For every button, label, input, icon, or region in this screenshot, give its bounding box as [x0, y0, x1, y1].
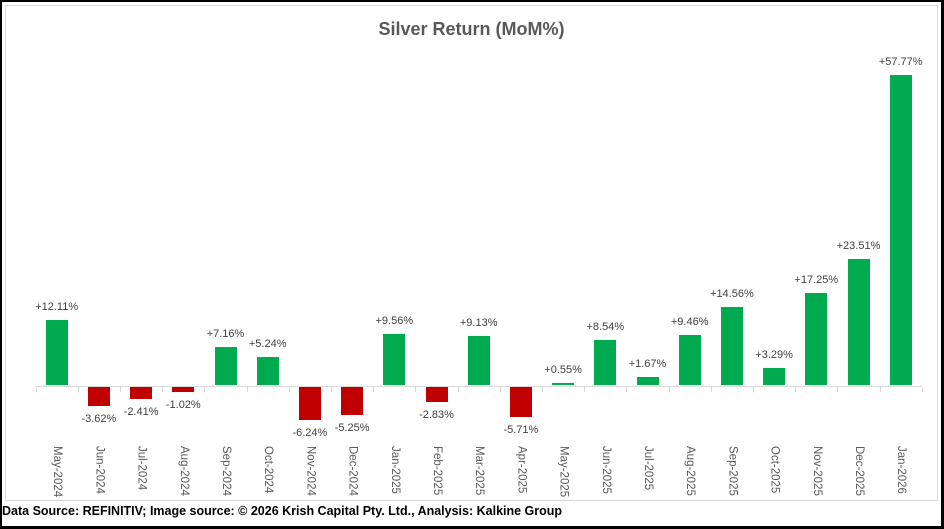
x-axis-tick	[415, 386, 417, 392]
x-axis-tick	[288, 386, 290, 392]
value-label-Nov-2025: +17.25%	[794, 273, 839, 286]
x-label-Jan-2026: Jan-2026	[895, 446, 908, 494]
x-label-Sep-2025: Sep-2025	[726, 446, 739, 496]
value-label-May-2024: +12.11%	[35, 301, 79, 314]
x-label-May-2024: May-2024	[51, 446, 64, 498]
x-label-Nov-2024: Nov-2024	[304, 446, 317, 496]
x-axis-tick	[120, 386, 121, 392]
x-axis-line	[35, 385, 922, 387]
x-label-Jul-2025: Jul-2025	[642, 446, 654, 491]
x-label-Oct-2025: Oct-2025	[768, 446, 781, 494]
chart-title: Silver Return (MoM%)	[378, 19, 565, 39]
value-label-Nov-2024: -6.24%	[292, 427, 328, 439]
value-label-Oct-2024: +5.24%	[248, 338, 287, 351]
value-label-Oct-2025: +3.29%	[755, 348, 793, 361]
x-label-May-2025: May-2025	[557, 446, 570, 498]
bar-May-2024	[45, 320, 68, 386]
x-axis-tick	[626, 386, 628, 392]
bar-Jul-2025	[636, 376, 659, 386]
bar-Nov-2024	[298, 386, 321, 420]
value-label-Aug-2025: +9.46%	[670, 315, 709, 328]
x-axis-tick	[331, 386, 332, 392]
bar-Mar-2025	[467, 336, 490, 386]
bar-Apr-2025	[509, 386, 532, 418]
footer-note: Data Source: REFINITIV; Image source: © …	[2, 504, 563, 518]
bar-Aug-2024	[172, 386, 195, 392]
bar-Jan-2026	[889, 75, 912, 386]
value-label-Jun-2025: +8.54%	[586, 320, 625, 333]
value-label-Apr-2025: -5.71%	[503, 424, 539, 437]
x-axis-tick	[795, 386, 797, 392]
value-label-Jan-2025: +9.56%	[375, 315, 414, 328]
bar-Jun-2024	[87, 386, 110, 406]
value-label-Feb-2025: -2.83%	[419, 408, 454, 421]
bar-Dec-2025	[847, 259, 870, 386]
x-label-Jun-2025: Jun-2025	[599, 446, 612, 494]
chart-frame	[5, 5, 938, 501]
x-label-Jan-2025: Jan-2025	[388, 446, 401, 494]
x-label-Sep-2024: Sep-2024	[220, 446, 232, 496]
x-label-Jul-2024: Jul-2024	[135, 446, 148, 491]
x-label-Apr-2025: Apr-2025	[515, 446, 528, 494]
value-label-Aug-2024: -1.02%	[165, 398, 201, 411]
value-label-Jul-2024: -2.41%	[123, 406, 159, 419]
x-axis-tick	[246, 386, 248, 392]
x-axis-tick	[499, 386, 501, 392]
bar-Jan-2025	[383, 334, 406, 386]
value-label-Jul-2025: +1.67%	[628, 357, 667, 370]
x-axis-tick	[710, 386, 712, 392]
x-axis-tick	[457, 386, 459, 392]
value-label-Dec-2025: +23.51%	[836, 240, 881, 253]
x-label-Aug-2024: Aug-2024	[177, 446, 190, 496]
x-axis-tick	[35, 386, 37, 392]
x-axis-tick	[584, 386, 586, 392]
bar-Sep-2024	[214, 347, 237, 386]
x-axis-tick	[77, 386, 79, 392]
x-label-Mar-2025: Mar-2025	[473, 446, 486, 496]
x-axis-tick	[542, 386, 543, 392]
bar-Aug-2025	[678, 334, 701, 386]
bar-Jul-2024	[130, 386, 153, 400]
value-label-Sep-2024: +7.16%	[206, 328, 245, 341]
value-label-Mar-2025: +9.13%	[459, 317, 498, 330]
x-label-Aug-2025: Aug-2025	[684, 446, 697, 496]
x-axis-tick	[162, 386, 164, 392]
x-axis-tick	[879, 386, 881, 392]
value-label-Jun-2024: -3.62%	[81, 412, 117, 425]
x-label-Dec-2025: Dec-2025	[853, 446, 865, 496]
value-label-Jan-2026: +57.77%	[878, 56, 923, 69]
x-axis-tick	[921, 386, 923, 392]
bar-Dec-2024	[341, 386, 364, 415]
bar-Sep-2025	[720, 307, 743, 386]
x-axis-tick	[668, 386, 670, 392]
x-label-Dec-2024: Dec-2024	[346, 446, 359, 496]
value-label-May-2025: +0.55%	[544, 363, 582, 376]
x-axis-tick	[373, 386, 375, 392]
bar-Nov-2025	[805, 292, 828, 386]
value-label-Dec-2024: -5.25%	[334, 421, 370, 434]
x-label-Jun-2024: Jun-2024	[93, 446, 106, 494]
bar-Feb-2025	[425, 386, 448, 402]
x-axis-tick	[753, 386, 754, 392]
bar-Oct-2024	[256, 357, 279, 386]
bar-Jun-2025	[594, 339, 617, 386]
x-label-Oct-2024: Oct-2024	[262, 446, 275, 494]
x-label-Feb-2025: Feb-2025	[431, 446, 443, 496]
x-axis-tick	[837, 386, 839, 392]
value-label-Sep-2025: +14.56%	[710, 288, 754, 301]
bar-May-2025	[552, 382, 575, 386]
bar-Oct-2025	[763, 367, 786, 386]
x-axis-tick	[204, 386, 206, 392]
x-label-Nov-2025: Nov-2025	[810, 446, 823, 496]
